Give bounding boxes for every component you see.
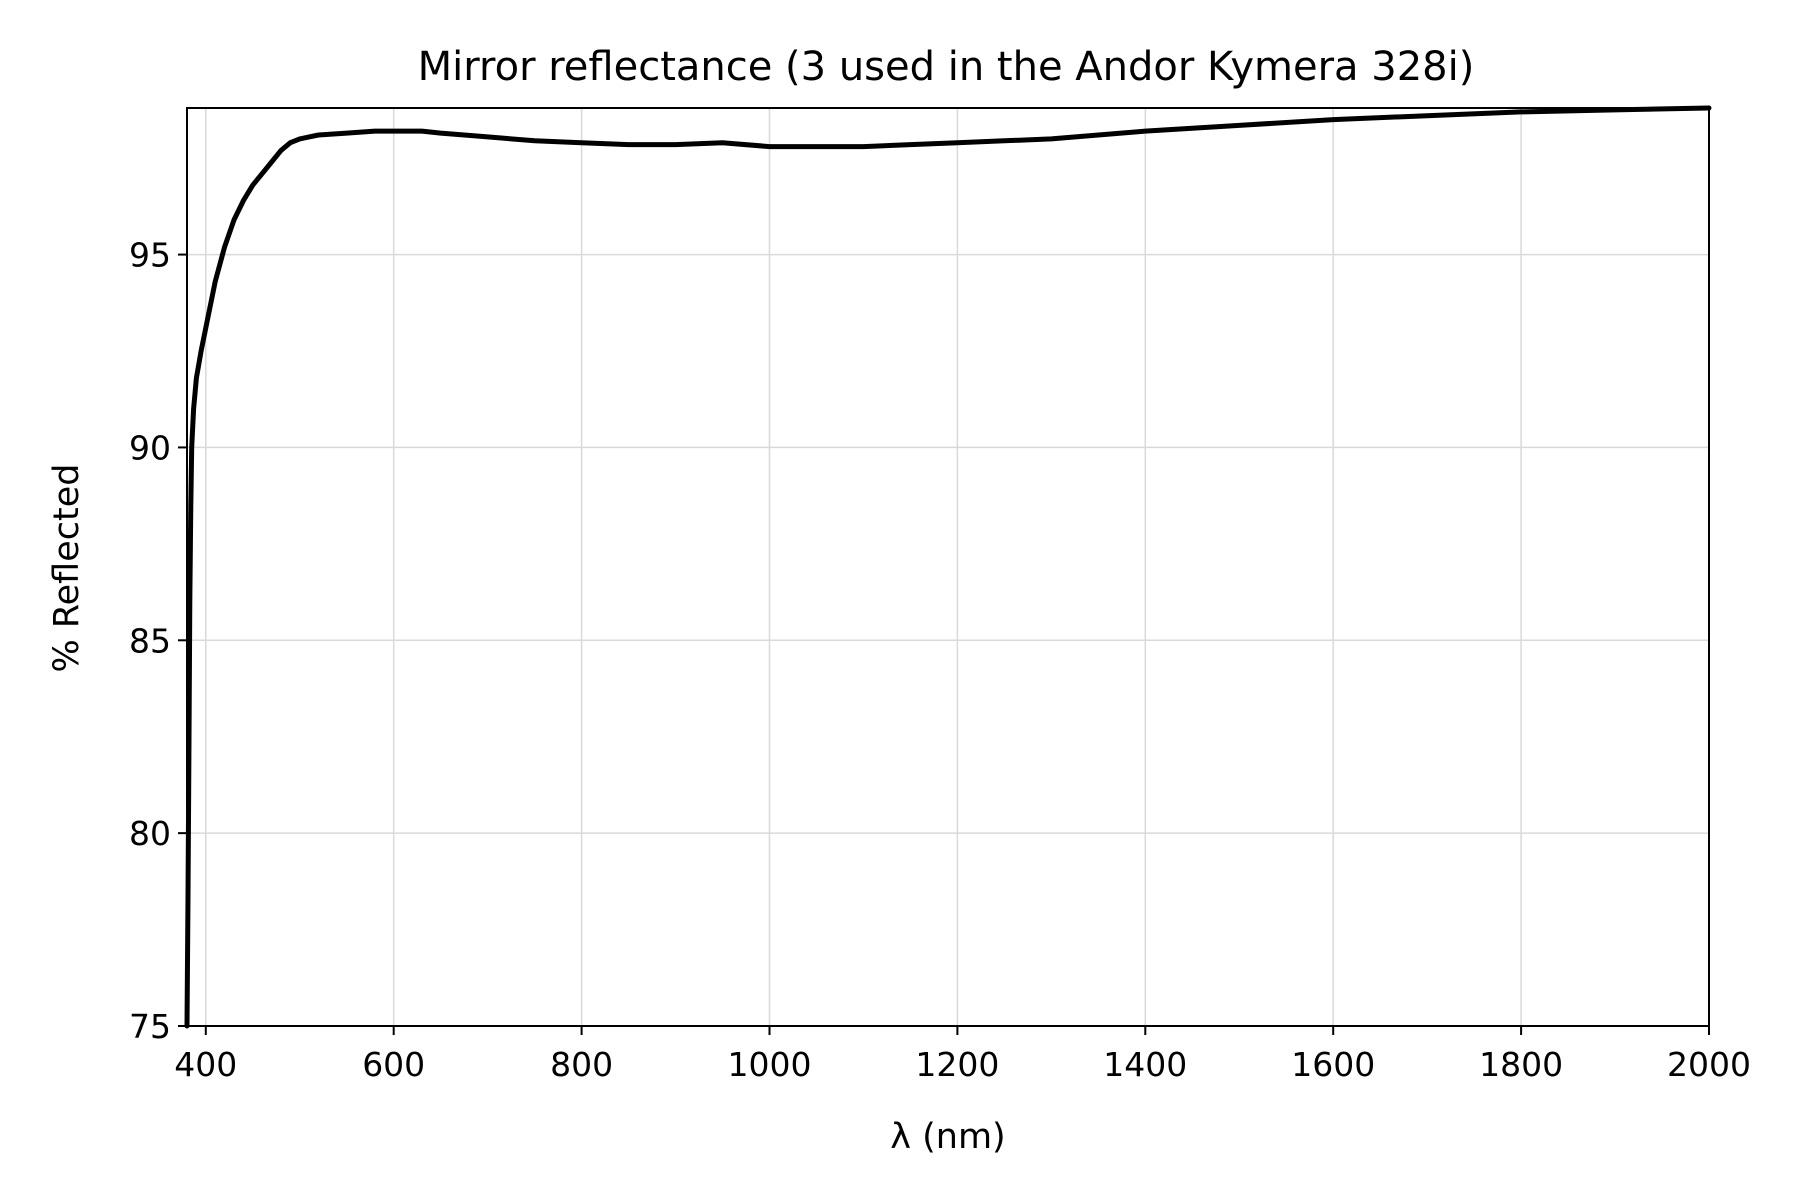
x-tick-label: 1000 (728, 1045, 812, 1084)
x-tick-label: 600 (362, 1045, 425, 1084)
x-tick-label: 1400 (1103, 1045, 1187, 1084)
y-tick-label: 75 (129, 1007, 171, 1046)
x-tick-label: 800 (550, 1045, 613, 1084)
x-axis: 400 600 800 1000 1200 1400 1600 1800 2000 (174, 1026, 1751, 1084)
y-axis-label: % Reflected (47, 464, 87, 673)
grid (187, 108, 1710, 1027)
x-tick-label: 1600 (1291, 1045, 1375, 1084)
x-tick-label: 400 (174, 1045, 237, 1084)
x-tick-label: 1200 (915, 1045, 999, 1084)
y-tick-label: 85 (129, 621, 171, 660)
y-tick-label: 80 (129, 814, 171, 853)
series-group (184, 105, 1712, 1029)
reflectance-line (184, 105, 1712, 1029)
x-tick-label: 1800 (1479, 1045, 1563, 1084)
plot-frame (186, 107, 1710, 1027)
y-tick-label: 90 (129, 428, 171, 467)
y-axis: 75 80 85 90 95 (129, 236, 187, 1046)
x-axis-label: λ (nm) (890, 1117, 1005, 1157)
y-tick-label: 95 (129, 236, 171, 275)
x-tick-label: 2000 (1667, 1045, 1751, 1084)
chart-title: Mirror reflectance (3 used in the Andor … (418, 44, 1475, 90)
